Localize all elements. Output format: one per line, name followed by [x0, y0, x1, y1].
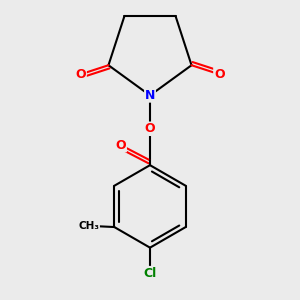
Text: O: O	[76, 68, 86, 81]
Text: O: O	[145, 122, 155, 135]
Text: Cl: Cl	[143, 267, 157, 280]
Text: CH₃: CH₃	[78, 221, 99, 231]
Text: O: O	[116, 139, 126, 152]
Text: N: N	[145, 89, 155, 102]
Text: O: O	[214, 68, 224, 81]
